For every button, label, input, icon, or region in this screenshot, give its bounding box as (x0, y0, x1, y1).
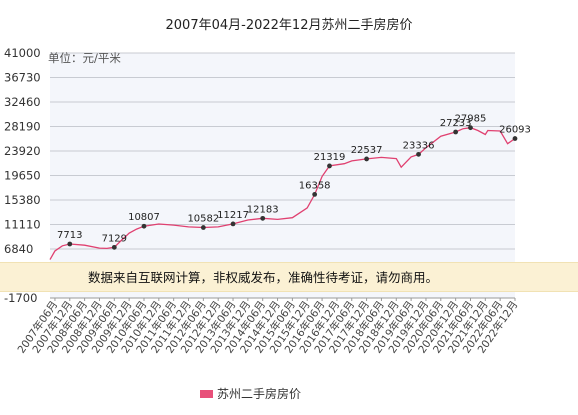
y-tick-label: 11110 (4, 218, 41, 232)
data-point (111, 244, 117, 250)
data-point (67, 241, 73, 247)
y-tick-label: -1700 (4, 291, 37, 305)
data-point (512, 136, 518, 141)
y-tick-label: 36730 (4, 71, 41, 85)
y-tick-label: 41000 (4, 46, 41, 60)
data-point (312, 191, 318, 197)
legend-label: 苏州二手房房价 (217, 387, 302, 401)
data-point (364, 156, 369, 162)
data-label: 7713 (57, 230, 82, 241)
legend[interactable]: 苏州二手房房价 (200, 385, 301, 402)
disclaimer-banner: 数据来自互联网计算，非权威发布，准确性待考证，请勿商用。 (0, 262, 578, 292)
data-label: 10807 (128, 212, 160, 223)
data-label: 27985 (455, 114, 487, 125)
y-tick-label: 15380 (4, 193, 41, 207)
data-point (141, 223, 147, 229)
data-label: 12183 (247, 204, 279, 215)
y-unit-label: 单位：元/平米 (48, 51, 121, 65)
series-line (49, 127, 516, 260)
y-tick-label: 6840 (4, 242, 33, 256)
legend-swatch (200, 389, 213, 398)
data-label: 16358 (299, 180, 331, 191)
data-point (200, 225, 206, 230)
data-point (468, 125, 473, 131)
data-point (453, 129, 459, 135)
y-tick-label: 23920 (4, 144, 41, 158)
data-label: 23336 (403, 140, 435, 151)
data-point (260, 215, 266, 221)
chart-title: 2007年04月-2022年12月苏州二手房房价 (165, 18, 413, 33)
y-tick-label: 19650 (4, 169, 41, 183)
data-label: 21319 (314, 152, 346, 163)
y-tick-label: 32460 (4, 95, 41, 109)
data-label: 7129 (102, 233, 127, 244)
data-label: 26093 (499, 125, 531, 136)
data-label: 10582 (187, 214, 219, 225)
data-point (327, 163, 332, 169)
data-point (230, 221, 236, 227)
data-label: 22537 (351, 145, 383, 156)
y-tick-label: 28190 (4, 120, 41, 134)
data-label: 27233 (440, 118, 472, 129)
data-label: 11217 (217, 210, 249, 221)
data-point (416, 151, 421, 157)
